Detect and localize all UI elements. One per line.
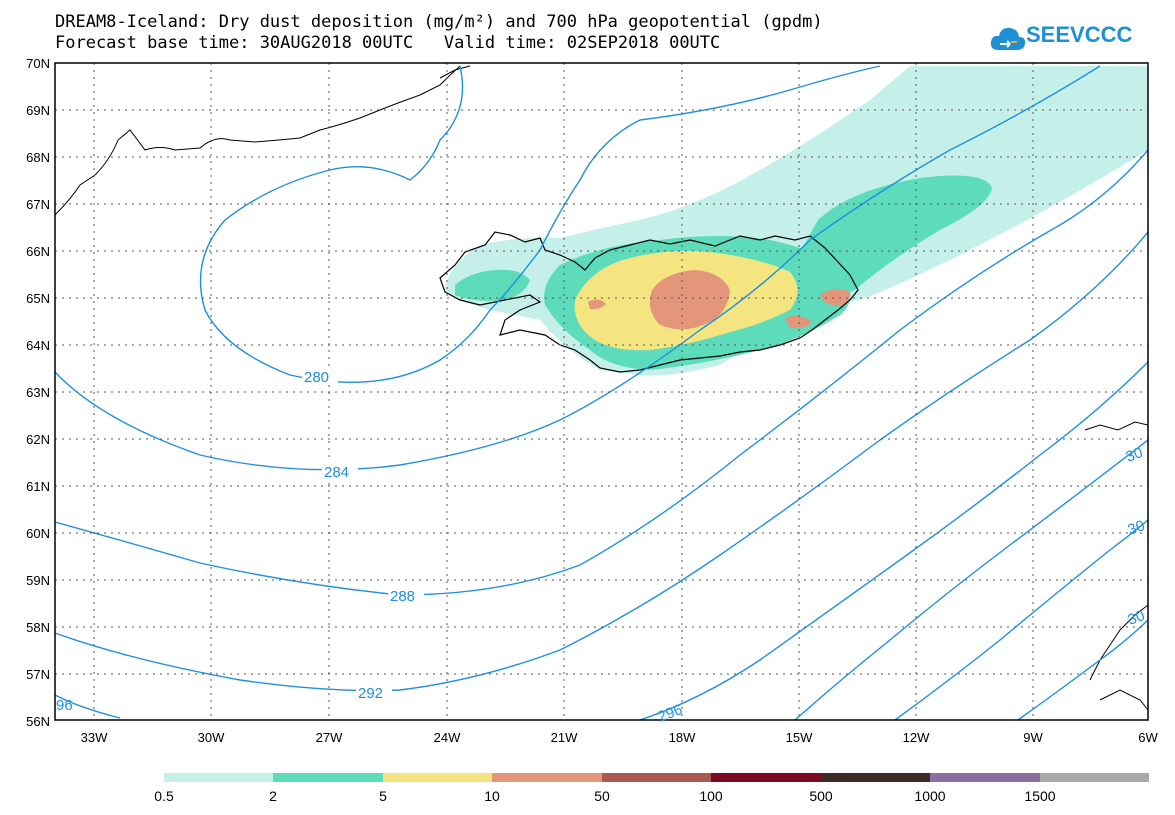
legend-swatch bbox=[383, 773, 492, 782]
lat-label: 68N bbox=[26, 150, 50, 165]
legend-swatch bbox=[711, 773, 821, 782]
map-title-line2: Forecast base time: 30AUG2018 00UTC Vali… bbox=[55, 33, 721, 53]
lon-label: 6W bbox=[1138, 730, 1158, 745]
contour-label-30b: 30 bbox=[1126, 517, 1147, 539]
contour-308 bbox=[1017, 619, 1148, 720]
lat-label: 58N bbox=[26, 620, 50, 635]
legend-label: 2 bbox=[269, 788, 277, 804]
legend-swatch bbox=[821, 773, 930, 782]
legend-label: 5 bbox=[379, 788, 387, 804]
norway-coastline bbox=[1084, 421, 1148, 431]
lat-label: 57N bbox=[26, 667, 50, 682]
lat-label: 65N bbox=[26, 291, 50, 306]
lon-label: 21W bbox=[551, 730, 578, 745]
greenland-coastline bbox=[55, 65, 461, 216]
lon-label: 15W bbox=[786, 730, 813, 745]
contour-300 bbox=[794, 439, 1148, 720]
legend-swatch bbox=[273, 773, 383, 782]
contour-label-292: 292 bbox=[358, 685, 383, 702]
legend-label: 50 bbox=[594, 788, 610, 804]
color-legend: 0.5 2 5 10 50 100 500 1000 1500 bbox=[154, 773, 1149, 804]
lat-label: 67N bbox=[26, 197, 50, 212]
dust-area-salmon-central bbox=[649, 270, 730, 330]
map-title-line1: DREAM8-Iceland: Dry dust deposition (mg/… bbox=[55, 12, 823, 32]
legend-swatch bbox=[1040, 773, 1149, 782]
legend-label: 100 bbox=[699, 788, 723, 804]
legend-swatch bbox=[492, 773, 602, 782]
legend-label: 1000 bbox=[914, 788, 945, 804]
scotland-coastline bbox=[1089, 604, 1148, 711]
lat-label: 60N bbox=[26, 526, 50, 541]
lon-label: 33W bbox=[81, 730, 108, 745]
seevccc-logo: SEEVCCC bbox=[990, 18, 1150, 60]
lat-label: 63N bbox=[26, 385, 50, 400]
lon-label: 24W bbox=[434, 730, 461, 745]
logo-text: SEEVCCC bbox=[1026, 22, 1133, 47]
dust-area-salmon-east bbox=[820, 289, 851, 306]
contour-280 bbox=[199, 65, 881, 383]
lat-label: 59N bbox=[26, 573, 50, 588]
contour-288 bbox=[55, 149, 1148, 596]
contour-label-280: 280 bbox=[304, 369, 329, 386]
dust-plume-green bbox=[790, 175, 992, 300]
legend-swatch bbox=[602, 773, 711, 782]
map-frame bbox=[54, 62, 1149, 721]
lat-label: 69N bbox=[26, 103, 50, 118]
lon-label: 27W bbox=[316, 730, 343, 745]
iceland-coastline bbox=[439, 231, 859, 373]
legend-label: 10 bbox=[484, 788, 500, 804]
contour-label-30c: 30 bbox=[1126, 607, 1147, 629]
contour-296 bbox=[55, 361, 1148, 720]
contour-label-288: 288 bbox=[390, 588, 415, 605]
longitude-labels: 33W 30W 27W 24W 21W 18W 15W 12W 9W 6W bbox=[81, 730, 1159, 745]
lon-label: 9W bbox=[1023, 730, 1043, 745]
lat-label: 70N bbox=[26, 56, 50, 71]
cloud-icon bbox=[990, 27, 1026, 50]
lat-label: 64N bbox=[26, 338, 50, 353]
lon-label: 18W bbox=[669, 730, 696, 745]
legend-label: 0.5 bbox=[154, 788, 174, 804]
contour-label-30a: 30 bbox=[1124, 444, 1145, 466]
lat-label: 61N bbox=[26, 479, 50, 494]
dust-area-salmon-west bbox=[588, 299, 606, 310]
legend-label: 500 bbox=[809, 788, 833, 804]
contour-292 bbox=[55, 231, 1148, 692]
contour-labels: 280 284 288 292 296 96 30 30 30 bbox=[56, 367, 1147, 726]
contour-label-96: 96 bbox=[56, 697, 73, 714]
lat-label: 62N bbox=[26, 432, 50, 447]
graticule bbox=[55, 63, 1148, 720]
lat-label: 56N bbox=[26, 714, 50, 729]
greenland-coastline-north bbox=[439, 65, 471, 79]
lon-label: 30W bbox=[198, 730, 225, 745]
legend-label: 1500 bbox=[1024, 788, 1055, 804]
geopotential-contours bbox=[55, 65, 1148, 720]
legend-swatch bbox=[930, 773, 1040, 782]
contour-label-284: 284 bbox=[324, 464, 349, 481]
map-field bbox=[55, 65, 1148, 720]
lon-label: 12W bbox=[903, 730, 930, 745]
latitude-labels: 70N 69N 68N 67N 66N 65N 64N 63N 62N 61N … bbox=[26, 56, 50, 729]
legend-swatch bbox=[164, 773, 273, 782]
contour-304 bbox=[894, 519, 1148, 720]
dust-area-green-west bbox=[455, 269, 530, 301]
lat-label: 66N bbox=[26, 244, 50, 259]
